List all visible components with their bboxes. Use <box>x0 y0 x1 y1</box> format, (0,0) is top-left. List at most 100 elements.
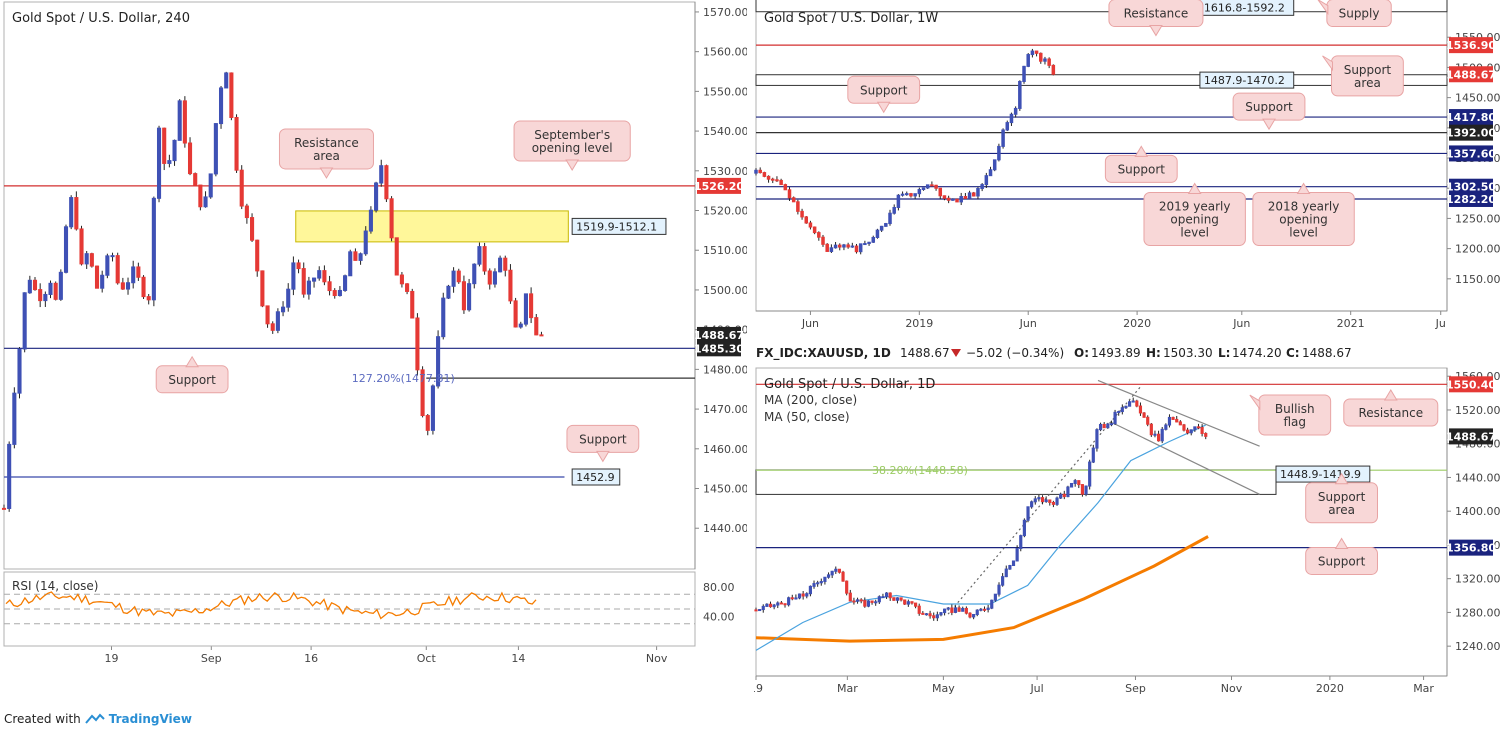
candle-body <box>1018 80 1022 109</box>
fib-label: 38.20%(1448.58) <box>872 464 968 477</box>
x-tick-label: May <box>932 682 955 695</box>
callout-text: Support <box>1118 162 1166 176</box>
y-tick-label: 1540.00 <box>703 125 747 138</box>
candle-body <box>1008 565 1012 570</box>
candle-body <box>928 613 932 617</box>
footer-brand[interactable]: TradingView <box>108 712 192 726</box>
price-label: 1302.50 <box>1446 181 1496 194</box>
candle-body <box>1167 416 1172 426</box>
y-tick-label: 1400.00 <box>1455 505 1501 518</box>
candle-body <box>804 216 809 224</box>
y-tick-label: 1460.00 <box>703 443 747 456</box>
callout: Support <box>1305 537 1378 575</box>
down-triangle-icon <box>951 349 961 357</box>
y-tick-label: 1440.00 <box>1455 471 1501 484</box>
callout-text: Support <box>1318 490 1366 504</box>
candle-body <box>943 608 947 614</box>
weekly-chart[interactable]: 1150.001200.001250.001300.001350.001400.… <box>754 0 1508 340</box>
candle-body <box>125 282 131 290</box>
candle-body <box>498 257 503 273</box>
candle-body <box>1175 418 1179 423</box>
x-tick-label: Jun <box>1232 317 1250 330</box>
candle-body <box>224 72 229 89</box>
candle-body <box>858 243 863 253</box>
zone-label-box <box>571 468 621 486</box>
candle-body <box>867 241 871 245</box>
callout-pointer <box>876 101 891 114</box>
candle-body <box>187 142 193 175</box>
callout: Support <box>847 75 921 114</box>
candle-body <box>859 599 863 602</box>
candle-body <box>935 614 939 619</box>
callout-text: Support <box>1344 63 1392 77</box>
candle-body <box>758 169 762 174</box>
candle-body <box>1160 428 1164 442</box>
candle-body <box>892 597 896 601</box>
candle-body <box>854 245 859 253</box>
candle-body <box>472 263 477 285</box>
h4-chart[interactable]: 1440.001450.001460.001470.001480.001490.… <box>0 0 749 706</box>
zone-label: 1616.8-1592.2 <box>1204 1 1285 14</box>
candle-body <box>984 175 989 186</box>
candle-body <box>775 179 779 182</box>
callout-pointer <box>565 159 580 171</box>
candle-body <box>939 612 943 616</box>
candle-body <box>924 613 929 616</box>
callout-pointer <box>595 450 610 463</box>
candle-body <box>22 292 27 350</box>
candle-body <box>817 232 821 238</box>
candle-body <box>976 188 980 197</box>
x-tick-label: Sep <box>1125 682 1146 695</box>
candle-body <box>503 257 508 271</box>
candle-body <box>925 184 930 189</box>
candle-body <box>946 607 950 610</box>
candle-body <box>772 604 776 608</box>
candle-body <box>1019 535 1023 550</box>
daily-chart[interactable]: 1240.001280.001320.001360.001400.001440.… <box>749 340 1508 706</box>
rsi-line <box>5 591 537 620</box>
candle-body <box>863 600 867 607</box>
chart-title: Gold Spot / U.S. Dollar, 1W <box>764 11 938 26</box>
candle-body <box>513 300 518 328</box>
candle-body <box>1084 485 1088 495</box>
candle-body <box>762 172 767 177</box>
candle-body <box>826 574 831 578</box>
daily-chart-panel[interactable]: 1240.001280.001320.001360.001400.001440.… <box>749 340 1508 706</box>
candle-body <box>389 198 394 239</box>
h4-chart-panel[interactable]: 1440.001450.001460.001470.001480.001490.… <box>0 0 749 706</box>
fib-label: 127.20%(1477.81) <box>352 372 455 385</box>
candle-body <box>1026 506 1030 521</box>
price-label-bg <box>1449 190 1493 207</box>
candle-body <box>783 184 788 191</box>
candle-body <box>1186 429 1190 434</box>
candle-body <box>1055 497 1059 505</box>
candle-body <box>12 392 17 445</box>
price-label: 1356.80 <box>1446 542 1496 555</box>
candle-body <box>518 323 523 328</box>
candle-body <box>1102 423 1106 429</box>
candle-body <box>990 599 994 609</box>
candle-body <box>779 179 783 186</box>
weekly-chart-panel[interactable]: 1150.001200.001250.001300.001350.001400.… <box>754 0 1508 340</box>
candle-body <box>1009 113 1014 124</box>
callout-text: opening <box>1170 213 1219 227</box>
price-label: 1526.20 <box>694 180 744 193</box>
candle-body <box>950 607 954 613</box>
callout-text: 2019 yearly <box>1159 200 1231 214</box>
candle-body <box>301 268 306 295</box>
candle-body <box>482 246 487 272</box>
candle-body <box>938 187 943 197</box>
candle-body <box>768 603 773 608</box>
candle-body <box>255 239 260 272</box>
candle-body <box>343 275 348 291</box>
candle-body <box>69 197 74 228</box>
ma-legend-label: MA (200, close) <box>764 393 857 407</box>
candle-body <box>879 225 884 231</box>
candle-body <box>1048 499 1052 503</box>
candle-body <box>841 571 845 582</box>
candle-body <box>1189 429 1193 434</box>
footer-created-with: Created with <box>4 712 81 726</box>
candle-body <box>808 585 812 595</box>
candle-body <box>1138 405 1143 414</box>
x-tick-label: 16 <box>304 652 318 665</box>
